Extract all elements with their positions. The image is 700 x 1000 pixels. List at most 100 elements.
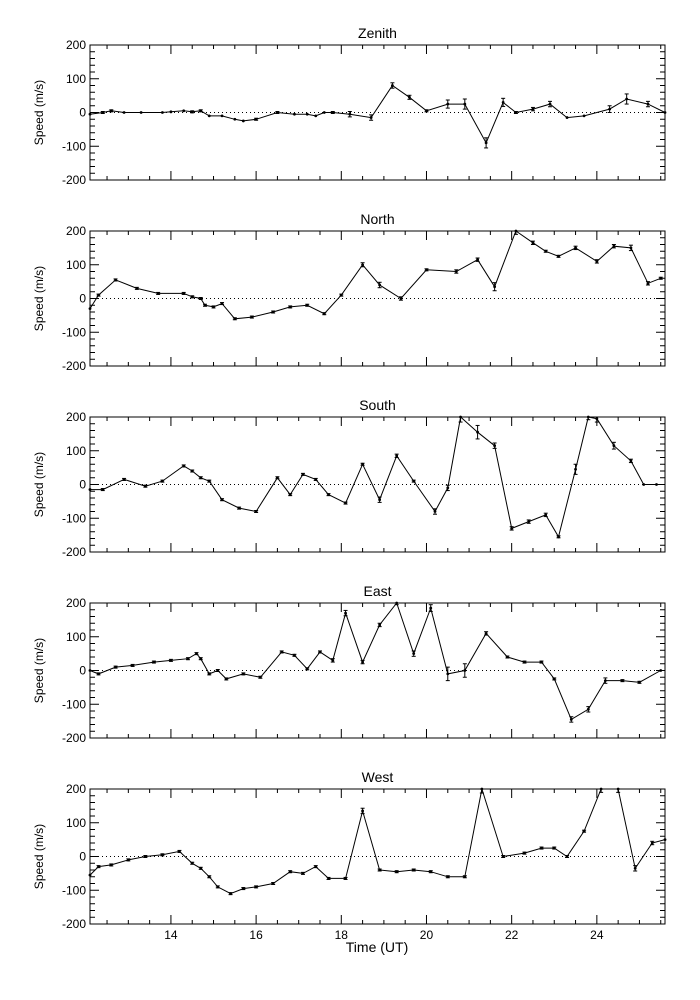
- data-point: [212, 305, 215, 309]
- data-point: [339, 293, 343, 297]
- data-point: [203, 303, 207, 307]
- data-point: [484, 141, 488, 145]
- data-point: [412, 479, 416, 483]
- data-point: [552, 677, 556, 681]
- y-axis-label: Speed (m/s): [32, 266, 46, 331]
- data-point: [395, 454, 399, 458]
- data-point: [638, 680, 641, 684]
- data-point: [139, 111, 143, 114]
- data-point: [574, 246, 577, 250]
- data-point: [199, 657, 203, 661]
- data-point: [233, 317, 237, 321]
- data-point: [646, 102, 650, 106]
- data-point: [501, 100, 505, 104]
- data-point: [433, 510, 437, 513]
- data-point: [612, 244, 616, 248]
- data-point: [369, 116, 373, 119]
- data-point: [97, 293, 100, 297]
- data-point: [301, 871, 305, 875]
- data-point: [229, 892, 232, 896]
- data-point: [233, 117, 237, 121]
- data-point: [190, 469, 194, 473]
- data-point: [258, 675, 262, 679]
- data-point: [97, 672, 100, 676]
- y-axis-label: Speed (m/s): [32, 80, 46, 145]
- data-point: [199, 476, 203, 480]
- data-point: [327, 493, 330, 497]
- data-point: [544, 249, 548, 253]
- data-point: [663, 111, 667, 114]
- data-point: [293, 653, 296, 657]
- data-point: [625, 97, 629, 101]
- data-point: [169, 658, 173, 662]
- data-point: [322, 312, 326, 316]
- data-point: [527, 520, 531, 524]
- data-point: [629, 246, 633, 250]
- data-point: [143, 855, 147, 858]
- data-point: [241, 672, 245, 676]
- data-point: [557, 535, 560, 539]
- data-point: [616, 787, 620, 791]
- data-point: [327, 877, 330, 880]
- data-point: [408, 95, 411, 99]
- y-tick-label: 200: [66, 596, 86, 610]
- data-point: [531, 241, 535, 245]
- panel-east: East Speed (m/s) -200 -100 0 100 200: [32, 583, 666, 745]
- data-point: [88, 488, 92, 491]
- data-point: [152, 660, 156, 664]
- data-point: [344, 611, 347, 615]
- data-point: [446, 672, 450, 676]
- data-point: [633, 866, 637, 870]
- data-point: [207, 875, 211, 879]
- data-point: [361, 263, 364, 267]
- data-point: [480, 787, 484, 791]
- panel-north: North Speed (m/s) -200 -100 0 100 200: [32, 211, 666, 373]
- data-point: [207, 479, 211, 483]
- y-tick-label: 200: [66, 410, 86, 424]
- data-point: [510, 526, 514, 530]
- data-point: [288, 870, 292, 874]
- data-point: [557, 254, 560, 258]
- x-tick-label: 18: [335, 928, 349, 942]
- data-point: [276, 111, 279, 114]
- series-line: [89, 601, 661, 721]
- data-point: [582, 114, 586, 118]
- y-tick-label: -200: [62, 917, 86, 931]
- data-point: [190, 861, 194, 865]
- panel-title: North: [360, 211, 394, 227]
- data-point: [101, 111, 105, 114]
- data-point: [463, 875, 467, 879]
- data-point: [190, 295, 194, 299]
- data-point: [378, 868, 382, 872]
- data-point: [361, 660, 364, 664]
- y-tick-label: 0: [79, 106, 86, 120]
- data-point: [314, 865, 318, 869]
- data-point: [523, 660, 526, 664]
- y-tick-label: 100: [66, 258, 86, 272]
- y-tick-label: 0: [79, 850, 86, 864]
- panel-west: West Speed (m/s) -200 -100 0 100 200 14 16 18 20 22…: [32, 769, 667, 942]
- data-point: [476, 258, 479, 262]
- data-point: [161, 853, 164, 857]
- data-point: [463, 669, 467, 672]
- data-point: [621, 679, 624, 683]
- data-point: [603, 679, 607, 683]
- data-point: [378, 498, 382, 502]
- y-tick-label: 100: [66, 630, 86, 644]
- data-point: [301, 472, 305, 476]
- y-tick-label: -100: [62, 511, 86, 525]
- data-point: [88, 669, 92, 672]
- data-point: [314, 114, 318, 118]
- x-axis-label: Time (UT): [346, 939, 408, 955]
- data-point: [288, 305, 292, 309]
- data-point: [599, 787, 603, 791]
- y-tick-label: -200: [62, 545, 86, 559]
- data-point: [305, 303, 309, 307]
- data-point: [655, 483, 658, 486]
- data-point: [271, 882, 275, 885]
- data-point: [540, 660, 543, 664]
- data-point: [122, 111, 126, 114]
- data-point: [186, 657, 190, 661]
- data-point: [642, 483, 646, 486]
- data-point: [378, 623, 382, 627]
